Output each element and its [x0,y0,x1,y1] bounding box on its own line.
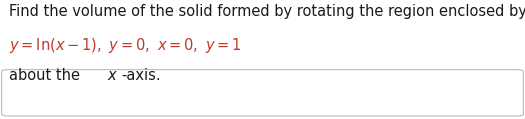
Text: $x$: $x$ [107,68,118,83]
Text: -axis.: -axis. [121,68,161,83]
Text: about the: about the [9,68,85,83]
FancyBboxPatch shape [2,70,523,116]
Text: Find the volume of the solid formed by rotating the region enclosed by: Find the volume of the solid formed by r… [9,4,525,19]
Text: $y = \ln(x - 1),\ y = 0,\ x = 0,\ y = 1$: $y = \ln(x - 1),\ y = 0,\ x = 0,\ y = 1$ [9,36,242,55]
